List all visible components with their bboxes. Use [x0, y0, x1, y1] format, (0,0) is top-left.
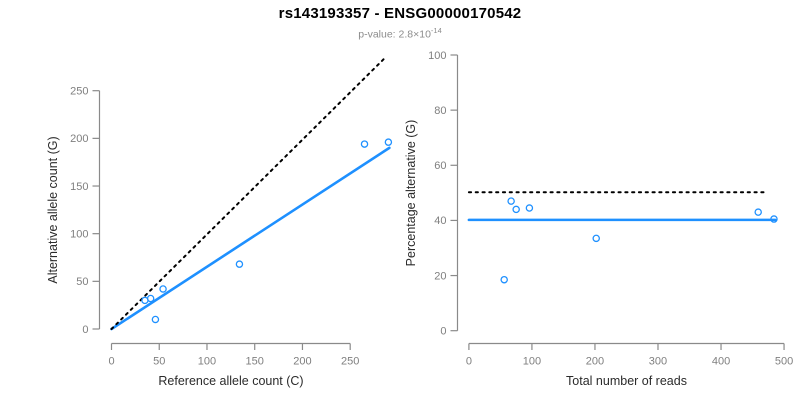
- data-point: [235, 260, 244, 268]
- y-axis-title: Alternative allele count (G): [46, 136, 60, 283]
- y-tick-label: 0: [440, 326, 446, 338]
- y-tick-label: 250: [70, 86, 88, 98]
- figure-title: rs143193357 - ENSG00000170542: [278, 5, 522, 22]
- y-tick-label: 100: [428, 50, 446, 62]
- data-point: [754, 208, 762, 216]
- x-tick-label: 0: [108, 356, 114, 368]
- y-tick-label: 20: [434, 270, 446, 282]
- figure-header: rs143193357 - ENSG00000170542 p-value: 2…: [0, 5, 800, 41]
- data-point: [500, 275, 508, 284]
- y-tick-label: 80: [434, 105, 446, 117]
- data-point: [592, 234, 600, 243]
- x-tick-label: 0: [466, 356, 472, 368]
- data-point: [507, 197, 515, 205]
- data-point: [384, 138, 393, 146]
- left-scatter-chart: 0 50 100 150 200 250 0 50 100 150 200 250 Reference …: [46, 55, 393, 388]
- y-tick-label: 100: [70, 228, 88, 240]
- x-tick-label: 250: [341, 356, 359, 368]
- data-point: [770, 215, 778, 223]
- x-tick-label: 400: [712, 356, 730, 368]
- data-point: [151, 315, 160, 324]
- data-point: [146, 294, 155, 303]
- x-tick-label: 500: [775, 356, 793, 368]
- x-axis-title: Reference allele count (C): [158, 374, 303, 388]
- y-tick-label: 200: [70, 133, 88, 145]
- data-point: [525, 204, 534, 212]
- x-tick-label: 100: [198, 356, 216, 368]
- y-tick-label: 0: [82, 324, 88, 336]
- x-tick-label: 150: [246, 356, 264, 368]
- pvalue-text: p-value: 2.8×10: [358, 28, 431, 41]
- right-scatter-chart: 0 20 40 60 80 100 0 100 200 300 400 500 Total number…: [404, 50, 793, 388]
- regression-line: [110, 146, 391, 331]
- identity-line: [110, 55, 388, 330]
- y-axis-title: Percentage alternative (G): [404, 120, 418, 267]
- y-tick-label: 40: [434, 215, 446, 227]
- x-tick-label: 300: [649, 356, 667, 368]
- data-point: [512, 205, 520, 214]
- data-point: [360, 140, 369, 148]
- x-axis-title: Total number of reads: [566, 374, 687, 388]
- pvalue-exponent: -14: [430, 26, 442, 35]
- figure-subtitle: p-value: 2.8×10-14: [0, 26, 800, 41]
- y-tick-label: 150: [70, 181, 88, 193]
- x-tick-label: 200: [293, 356, 311, 368]
- y-tick-label: 60: [434, 160, 446, 172]
- x-tick-label: 100: [523, 356, 541, 368]
- x-tick-label: 50: [153, 356, 165, 368]
- data-point: [159, 285, 167, 293]
- x-tick-label: 200: [586, 356, 604, 368]
- y-tick-label: 50: [76, 276, 88, 288]
